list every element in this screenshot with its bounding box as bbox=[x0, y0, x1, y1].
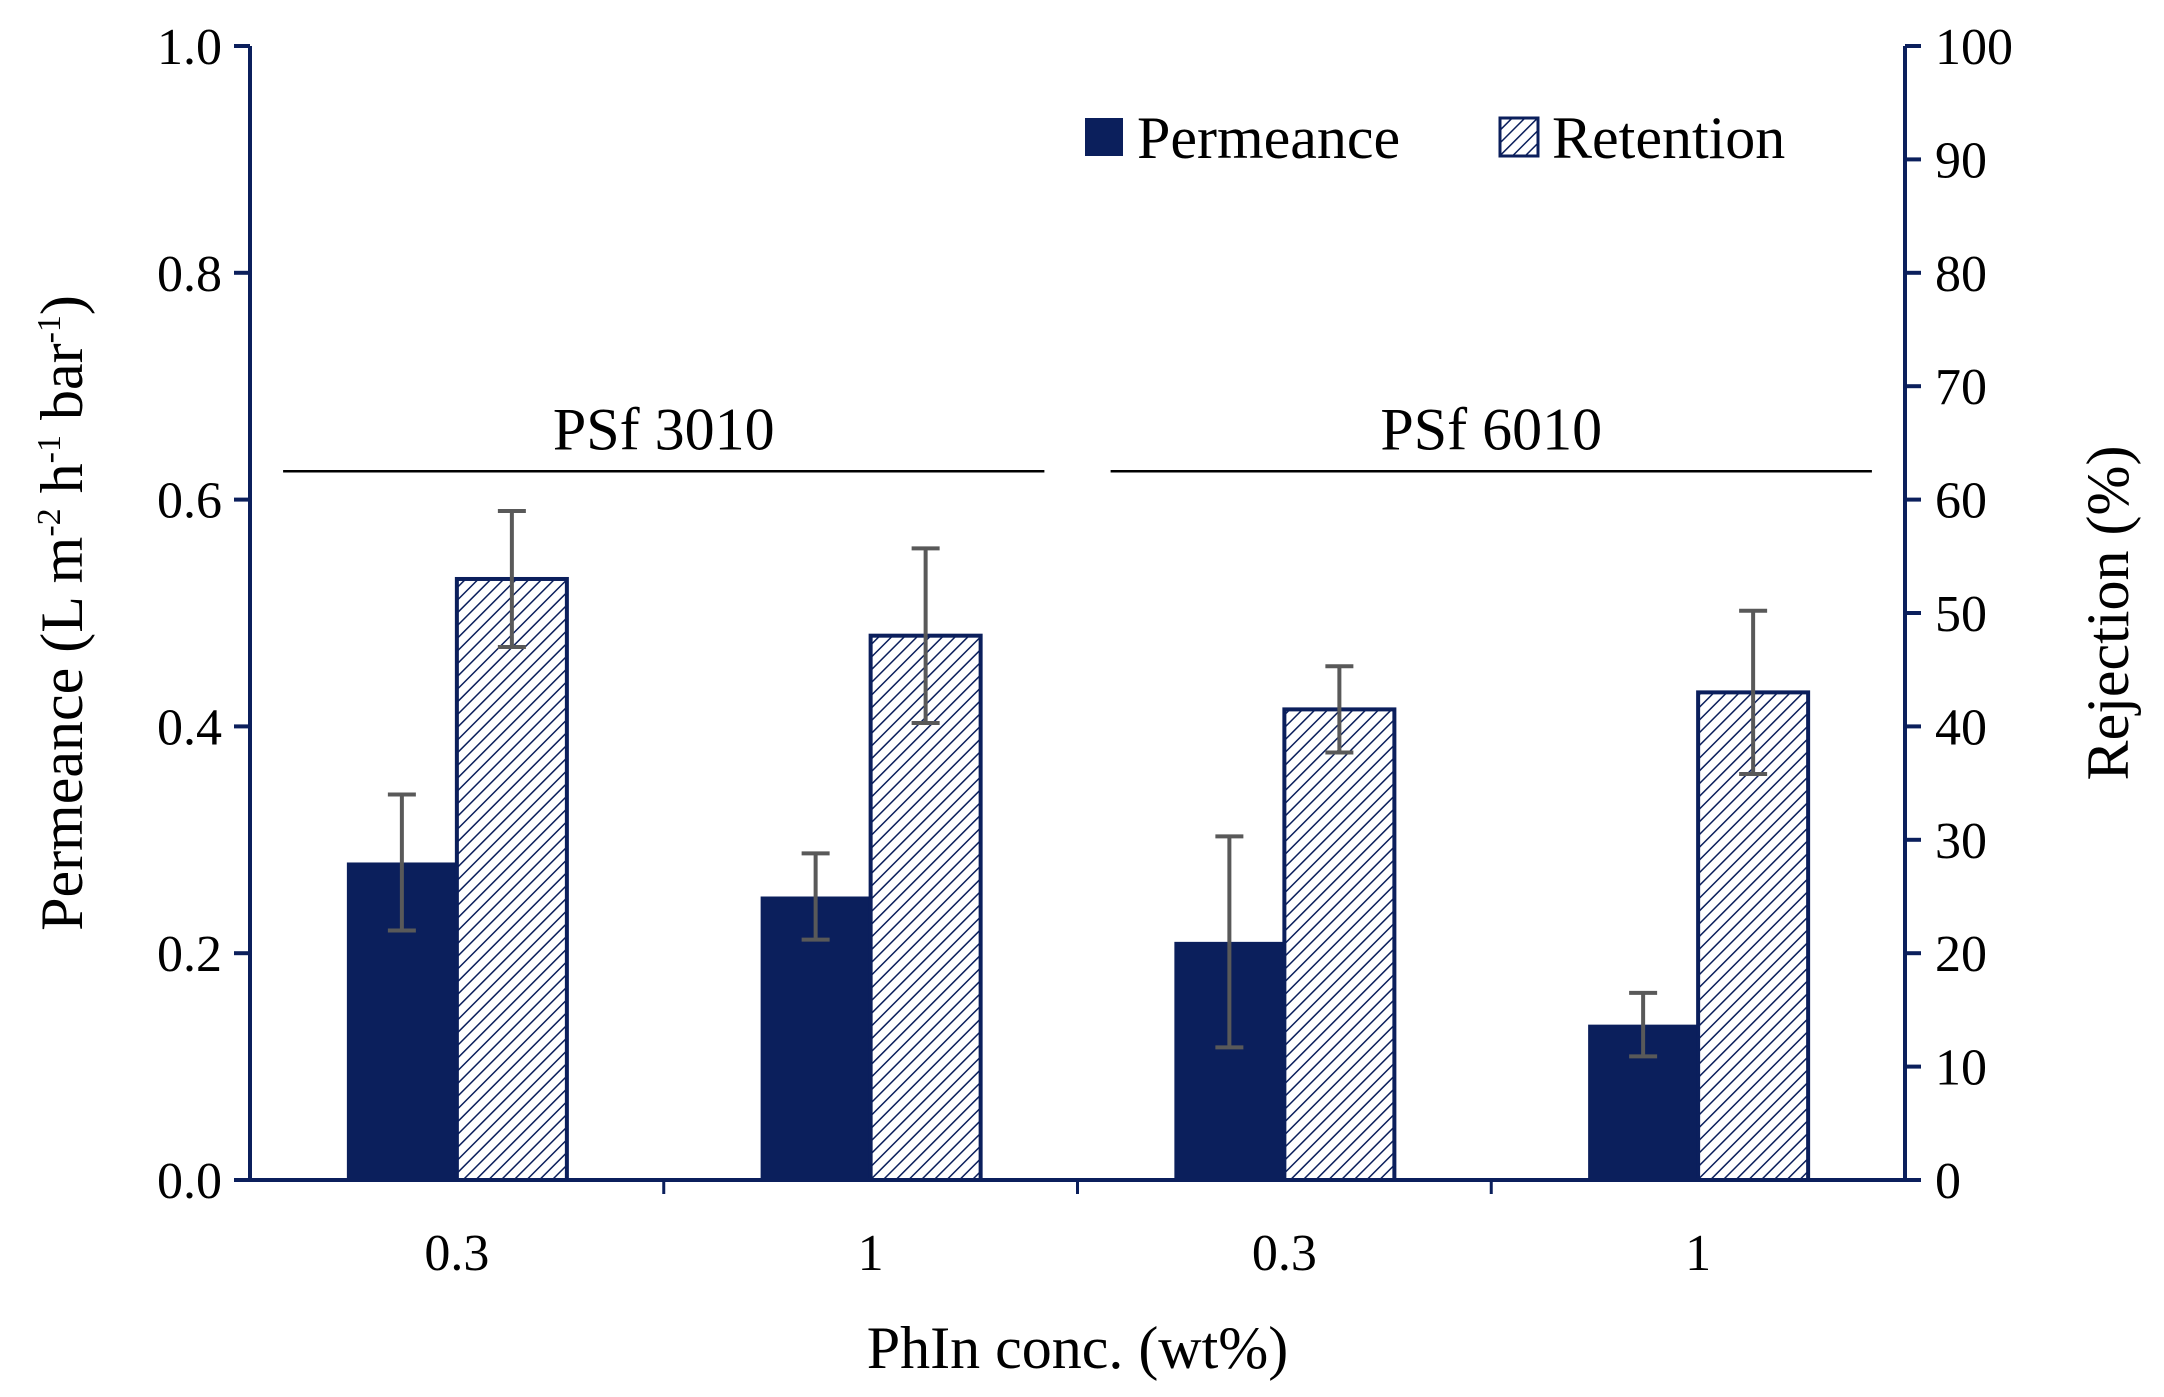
y-tick-label-right: 50 bbox=[1935, 586, 1987, 643]
y-axis-title-part: ) bbox=[29, 295, 95, 315]
y-tick-label-right: 30 bbox=[1935, 813, 1987, 870]
permeance-error-bar bbox=[801, 851, 830, 942]
y-tick-label-right: 60 bbox=[1935, 473, 1987, 530]
y-tick-label-left: 1.0 bbox=[157, 19, 222, 76]
group-label: PSf 6010 bbox=[1380, 396, 1602, 462]
y-tick-label-left: 0.6 bbox=[157, 473, 222, 530]
y-tick-label-left: 0.8 bbox=[157, 246, 222, 303]
permeance-error-bar bbox=[1215, 834, 1244, 1050]
permeance-bar bbox=[760, 896, 871, 1180]
y-tick-label-left: 0.0 bbox=[157, 1153, 222, 1210]
y-tick-label-right: 70 bbox=[1935, 359, 1987, 416]
permeance-error-bar bbox=[387, 792, 416, 933]
retention-bar bbox=[1282, 707, 1397, 1182]
x-tick-label: 1 bbox=[1685, 1225, 1711, 1282]
ticks: 0.0 0.2 0.4 0.6 0.8 1.0 0 10 20 30 40 50 60 70 80 90 100… bbox=[157, 19, 2013, 1282]
group-annotations: PSf 3010 PSf 6010 bbox=[283, 396, 1872, 473]
retention-bar bbox=[454, 576, 569, 1182]
legend-swatch-retention bbox=[1498, 116, 1540, 158]
x-tick-label: 0.3 bbox=[1252, 1225, 1317, 1282]
retention-error-bar bbox=[1325, 664, 1354, 755]
y-axis-title-superscript: -1 bbox=[31, 435, 68, 463]
plot-bars bbox=[346, 576, 1811, 1182]
y-axis-title-superscript: -1 bbox=[31, 315, 68, 343]
y-axis-title-left: Permeance (L m-2 h-1 bar-1) bbox=[29, 295, 95, 931]
axis-titles: PhIn conc. (wt%)Permeance (L m-2 h-1 bar… bbox=[29, 295, 2141, 1381]
retention-error-bar bbox=[497, 508, 526, 650]
y-tick-label-right: 20 bbox=[1935, 926, 1987, 983]
legend-label-retention: Retention bbox=[1552, 105, 1785, 171]
y-tick-label-left: 0.4 bbox=[157, 699, 222, 756]
retention-error-bar bbox=[911, 546, 940, 725]
legend-label-permeance: Permeance bbox=[1137, 105, 1400, 171]
y-tick-label-left: 0.2 bbox=[157, 926, 222, 983]
y-axis-title-right: Rejection (%) bbox=[2075, 446, 2141, 781]
legend: Permeance Retention bbox=[1085, 105, 1785, 171]
permeance-error-bar bbox=[1629, 990, 1658, 1059]
y-axis-title-part: h bbox=[29, 463, 95, 508]
y-tick-label-right: 100 bbox=[1935, 19, 2013, 76]
y-tick-label-right: 90 bbox=[1935, 132, 1987, 189]
retention-bar bbox=[868, 633, 983, 1182]
plot-errors bbox=[387, 508, 1768, 1059]
y-tick-label-right: 10 bbox=[1935, 1040, 1987, 1097]
y-axis-title-part: Permeance (L m bbox=[29, 537, 95, 931]
legend-swatch-permeance bbox=[1085, 118, 1123, 156]
retention-error-bar bbox=[1739, 608, 1768, 777]
x-tick-label: 1 bbox=[858, 1225, 884, 1282]
y-axis-title-part: bar bbox=[29, 343, 95, 435]
y-axis-title-superscript: -2 bbox=[31, 508, 68, 536]
y-tick-label-right: 0 bbox=[1935, 1153, 1961, 1210]
group-label: PSf 3010 bbox=[553, 396, 775, 462]
y-tick-label-right: 40 bbox=[1935, 699, 1987, 756]
x-tick-label: 0.3 bbox=[424, 1225, 489, 1282]
y-tick-label-right: 80 bbox=[1935, 246, 1987, 303]
x-axis-title: PhIn conc. (wt%) bbox=[867, 1315, 1289, 1381]
